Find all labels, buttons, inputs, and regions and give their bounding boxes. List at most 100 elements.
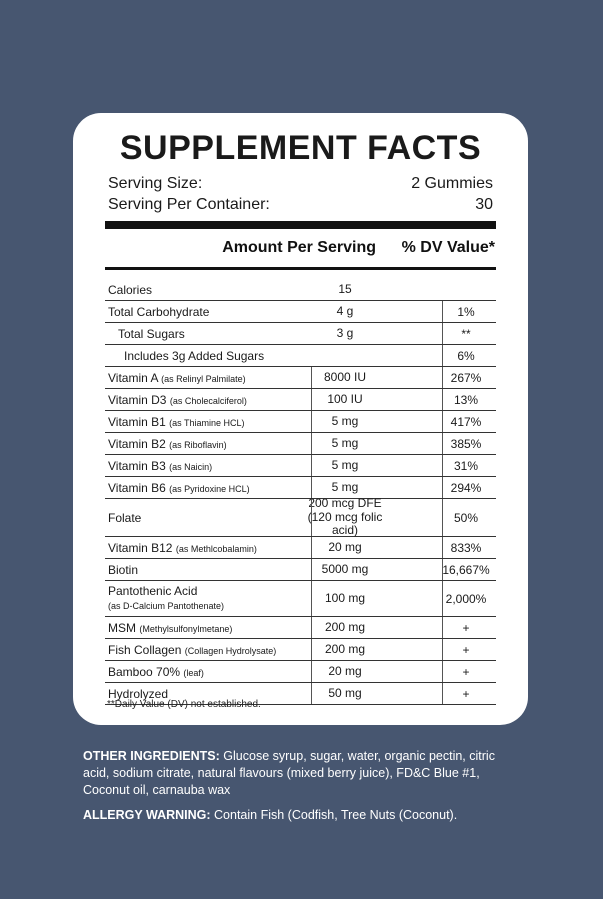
column-divider — [311, 367, 312, 388]
amount-text: 5 mg — [331, 457, 359, 472]
fact-row: Fish Collagen (Collagen Hydrolysate) 200 … — [105, 639, 496, 661]
dv-percent: 417% — [450, 414, 482, 429]
amount-text: 100 mg — [324, 590, 366, 605]
nutrient-source: (as D-Calcium Pantothenate) — [108, 600, 225, 611]
dv-percent: 294% — [450, 480, 482, 495]
column-divider — [442, 559, 443, 580]
fact-row: Folate 200 mcg DFE (120 mcg folic acid) 50% — [105, 495, 496, 538]
column-divider — [442, 617, 443, 638]
nutrient-source: (as Thiamine HCL) — [169, 417, 245, 428]
column-divider — [311, 581, 312, 616]
dv-percent: 13% — [453, 392, 479, 407]
amount-value: 5000 mg — [295, 561, 395, 577]
column-divider — [311, 389, 312, 410]
nutrient-source: (as Cholecalciferol) — [169, 395, 247, 406]
nutrient-name: Vitamin B2 (as Riboflavin) — [108, 437, 227, 451]
nutrient-label: Pantothenic Acid — [108, 583, 198, 598]
nutrient-name: Vitamin B6 (as Pyridoxine HCL) — [108, 481, 250, 495]
nutrient-name: Vitamin A (as Relinyl Palmilate) — [108, 371, 246, 385]
dv-percent: + — [462, 686, 470, 701]
fact-row: Hydrolyzed 50 mg + — [105, 683, 496, 705]
dv-percent: 1% — [457, 304, 475, 319]
amount-value: 50 mg — [295, 685, 395, 701]
column-divider — [442, 301, 443, 322]
nutrient-label: Biotin — [108, 562, 139, 577]
nutrient-name: Hydrolyzed — [108, 687, 168, 701]
column-divider — [311, 455, 312, 476]
amount-value: 15 — [295, 281, 395, 297]
fact-row: MSM (Methylsulfonylmetane) 200 mg + — [105, 617, 496, 639]
nutrient-name: Fish Collagen (Collagen Hydrolysate) — [108, 643, 276, 657]
fact-row: Biotin 5000 mg 16,667% — [105, 559, 496, 581]
dv-percent: ** — [461, 326, 471, 341]
panel-title: SUPPLEMENT FACTS — [119, 129, 482, 167]
amount-value: 100 mg — [295, 590, 395, 606]
nutrient-label: Total Sugars — [118, 326, 185, 341]
amount-text: 3 g — [336, 325, 354, 340]
other-ingredients: OTHER INGREDIENTS: Glucose syrup, sugar,… — [83, 748, 523, 799]
amount-text: 200 mcg DFE — [308, 495, 382, 510]
nutrient-source: (leaf) — [183, 667, 204, 678]
column-divider — [442, 499, 443, 536]
nutrient-name: MSM (Methylsulfonylmetane) — [108, 621, 232, 635]
nutrient-label: Vitamin B3 — [108, 458, 166, 473]
nutrient-name: Bamboo 70% (leaf) — [108, 665, 204, 679]
nutrient-label: Vitamin B6 — [108, 480, 166, 495]
amount-value: 8000 IU — [295, 370, 395, 385]
nutrient-name: Includes 3g Added Sugars — [124, 349, 264, 363]
column-divider — [442, 411, 443, 432]
column-divider — [311, 683, 312, 704]
amount-value: 200 mg — [295, 619, 395, 635]
dv-percent: 31% — [453, 458, 479, 473]
nutrient-label: Total Carbohydrate — [108, 304, 210, 319]
amount-text: 5 mg — [331, 479, 359, 494]
amount-value: 200 mcg DFE (120 mcg folic acid) — [295, 495, 395, 538]
nutrient-label: Vitamin B1 — [108, 414, 166, 429]
nutrient-source: (Methylsulfonylmetane) — [139, 623, 233, 634]
column-divider — [442, 661, 443, 682]
fact-row: Bamboo 70% (leaf) 20 mg + — [105, 661, 496, 683]
amount-note: (120 mcg folic acid) — [307, 509, 383, 538]
column-divider — [442, 455, 443, 476]
column-divider — [442, 389, 443, 410]
amount-text: 200 mg — [324, 641, 366, 656]
amount-text: 15 — [338, 281, 352, 296]
nutrient-source: (as Methlcobalamin) — [175, 543, 257, 554]
column-divider — [442, 537, 443, 558]
column-divider — [442, 433, 443, 454]
amount-value: 5 mg — [295, 457, 395, 473]
amount-text: 4 g — [336, 303, 354, 318]
servings-per-container-label: Serving Per Container: — [108, 196, 270, 213]
nutrient-name: Total Carbohydrate — [108, 305, 209, 319]
dv-percent: 267% — [450, 370, 482, 385]
amount-value: 3 g — [295, 325, 395, 341]
nutrient-name: Vitamin B1 (as Thiamine HCL) — [108, 415, 245, 429]
dv-percent: 50% — [453, 510, 479, 525]
column-divider — [442, 477, 443, 498]
column-divider — [311, 411, 312, 432]
nutrient-label: Fish Collagen — [108, 642, 182, 657]
amount-text: 5 mg — [331, 435, 359, 450]
thick-divider — [105, 221, 496, 229]
fact-row: Pantothenic Acid (as D-Calcium Pantothena… — [105, 581, 496, 617]
column-divider — [442, 345, 443, 366]
column-divider — [442, 367, 443, 388]
amount-text: 50 mg — [328, 685, 362, 700]
nutrient-name: Folate — [108, 511, 141, 525]
other-ingredients-label: OTHER INGREDIENTS: — [83, 749, 220, 763]
column-divider — [442, 639, 443, 660]
allergy-warning-text: Contain Fish (Codfish, Tree Nuts (Coconu… — [214, 808, 458, 822]
nutrient-name: Vitamin B12 (as Methlcobalamin) — [108, 541, 257, 555]
dv-percent: + — [462, 620, 470, 635]
amount-per-serving-header: Amount Per Serving — [222, 239, 376, 256]
amount-text: 5000 mg — [321, 561, 369, 576]
fact-row: Vitamin B3 (as Naicin) 5 mg 31% — [105, 455, 496, 477]
amount-text: 200 mg — [324, 619, 366, 634]
column-divider — [311, 499, 312, 536]
nutrient-source: (as Riboflavin) — [169, 439, 227, 450]
supplement-facts-panel: SUPPLEMENT FACTS Serving Size: 2 Gummies… — [73, 113, 528, 725]
amount-value: 5 mg — [295, 414, 395, 429]
amount-value: 200 mg — [295, 641, 395, 657]
dv-percent: 16,667% — [442, 562, 490, 577]
nutrient-label: Calories — [108, 282, 153, 297]
